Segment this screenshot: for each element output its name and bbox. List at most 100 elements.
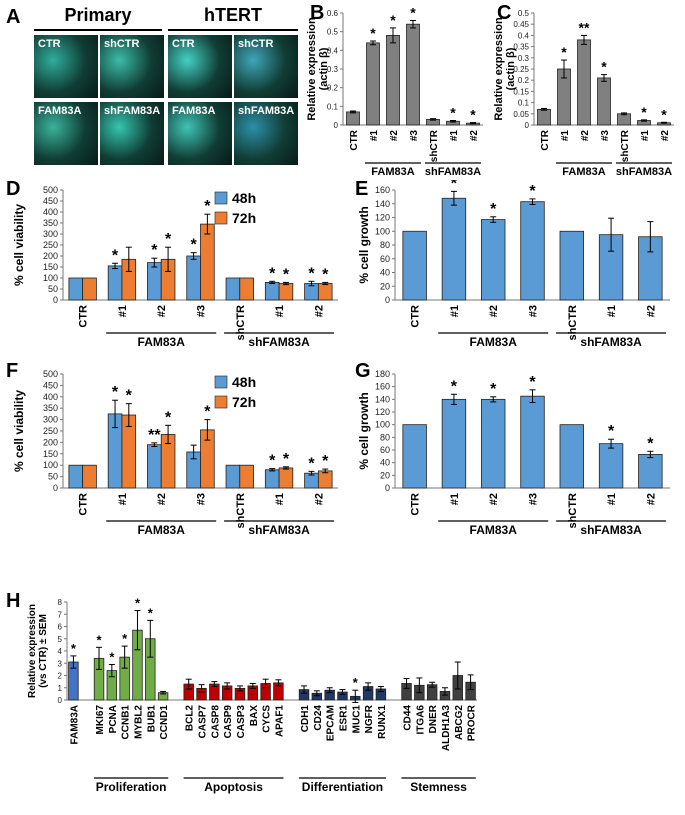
group-label: FAM83A [138, 335, 186, 349]
significance-label: * [204, 198, 211, 215]
bar [68, 464, 84, 489]
y-tick-label: 0.05 [513, 110, 529, 119]
x-tick-label: #1 [640, 130, 651, 142]
bar [225, 464, 241, 489]
x-tick-label: #3 [528, 305, 540, 317]
y-tick-label: 250 [43, 426, 58, 436]
x-tick-label: DNER [428, 704, 439, 733]
legend-swatch [214, 191, 228, 205]
x-tick-label: #1 [449, 305, 461, 317]
y-tick-label: 0 [525, 121, 530, 130]
y-tick-label: 80 [380, 240, 390, 250]
y-tick-label: 0.1 [518, 99, 530, 108]
bar [225, 277, 241, 301]
y-tick-label: 150 [43, 449, 58, 459]
x-tick-label: #1 [560, 130, 571, 142]
x-tick-label: #1 [606, 493, 618, 505]
bar [264, 282, 280, 301]
y-tick-label: 6 [58, 623, 63, 632]
bar [441, 398, 467, 489]
y-axis-label: (actin β) [505, 47, 517, 90]
y-tick-label: 100 [43, 273, 58, 283]
y-tick-label: 0.15 [513, 87, 529, 96]
y-tick-label: 0.5 [327, 28, 339, 37]
micrograph-image: shCTR [234, 35, 298, 98]
bar [107, 265, 123, 301]
x-tick-label: CTR [78, 493, 90, 516]
bar [317, 283, 333, 301]
legend-label: 48h [232, 374, 256, 390]
y-tick-label: 0.5 [518, 9, 530, 18]
x-tick-label: #1 [449, 493, 461, 505]
group-label: shFAM83A [248, 523, 310, 537]
x-tick-label: shCTR [235, 305, 247, 341]
x-tick-label: CASP7 [198, 705, 209, 739]
y-tick-label: 0.2 [327, 84, 339, 93]
y-tick-label: 120 [375, 213, 390, 223]
y-tick-label: 0.3 [327, 65, 339, 74]
y-tick-label: 60 [380, 254, 390, 264]
x-tick-label: APAF1 [274, 705, 285, 737]
y-tick-label: 0.25 [513, 65, 529, 74]
bar [186, 255, 201, 301]
chart-b: 0 0.1 0.2 0.3 0.4 0.5 0.6 Relative expression (a… [306, 5, 483, 175]
legend-swatch [214, 395, 228, 409]
y-tick-label: 0.45 [513, 20, 529, 29]
bar [638, 454, 663, 489]
x-tick-label: MKI67 [95, 705, 106, 735]
bar [200, 223, 215, 301]
x-tick-label: CTR [78, 305, 90, 328]
x-tick-label: shCTR [567, 305, 579, 341]
bar [402, 424, 427, 489]
y-tick-label: 0 [58, 696, 63, 705]
panel-letter-g: G [355, 360, 371, 382]
primary-header: Primary [34, 5, 162, 31]
bar [346, 111, 360, 126]
y-tick-label: 50 [48, 284, 58, 294]
y-tick-label: 250 [43, 240, 58, 250]
bar [82, 464, 97, 489]
x-tick-label: #3 [196, 493, 208, 505]
legend-label: 72h [232, 394, 256, 410]
micrograph-image: shFAM83A [100, 102, 164, 165]
x-tick-label: #2 [389, 130, 400, 142]
x-tick-label: #1 [606, 305, 618, 317]
y-tick-label: 200 [43, 251, 58, 261]
y-tick-label: 0 [53, 483, 58, 493]
y-tick-label: 350 [43, 403, 58, 413]
y-tick-label: 0.2 [518, 76, 530, 85]
y-tick-label: 4 [58, 647, 63, 656]
x-tick-label: CD44 [403, 705, 414, 731]
significance-label: * [109, 649, 115, 664]
x-tick-label: ESR1 [338, 705, 349, 732]
bar [68, 277, 84, 301]
x-tick-label: CASP8 [210, 705, 221, 739]
x-tick-label: #2 [645, 305, 657, 317]
bar [239, 464, 254, 489]
significance-label: ** [579, 19, 590, 35]
micrograph-label: shFAM83A [238, 105, 295, 117]
y-tick-label: 100 [375, 420, 390, 430]
x-tick-label: #2 [645, 493, 657, 505]
bar [402, 230, 427, 301]
x-tick-label: PCNA [108, 705, 119, 733]
y-axis-label: Relative expression [306, 17, 318, 121]
micrograph-label: shCTR [104, 38, 140, 50]
group-label: shFAM83A [425, 166, 481, 175]
y-tick-label: 8 [58, 598, 63, 607]
significance-label: * [126, 388, 133, 405]
significance-label: * [269, 265, 276, 282]
panel-letter-c: C [497, 2, 512, 24]
group-label: shFAM83A [248, 335, 310, 349]
y-axis-label: % cell growth [357, 392, 371, 469]
x-tick-label: BCL2 [185, 705, 196, 732]
y-tick-label: 350 [43, 218, 58, 228]
significance-label: * [165, 409, 172, 426]
y-tick-label: 0 [385, 295, 390, 305]
significance-label: * [322, 266, 329, 283]
x-tick-label: CTR [349, 129, 360, 150]
panel-letter-e: E [355, 178, 369, 200]
significance-label: * [370, 25, 376, 41]
y-tick-label: 400 [43, 392, 58, 402]
